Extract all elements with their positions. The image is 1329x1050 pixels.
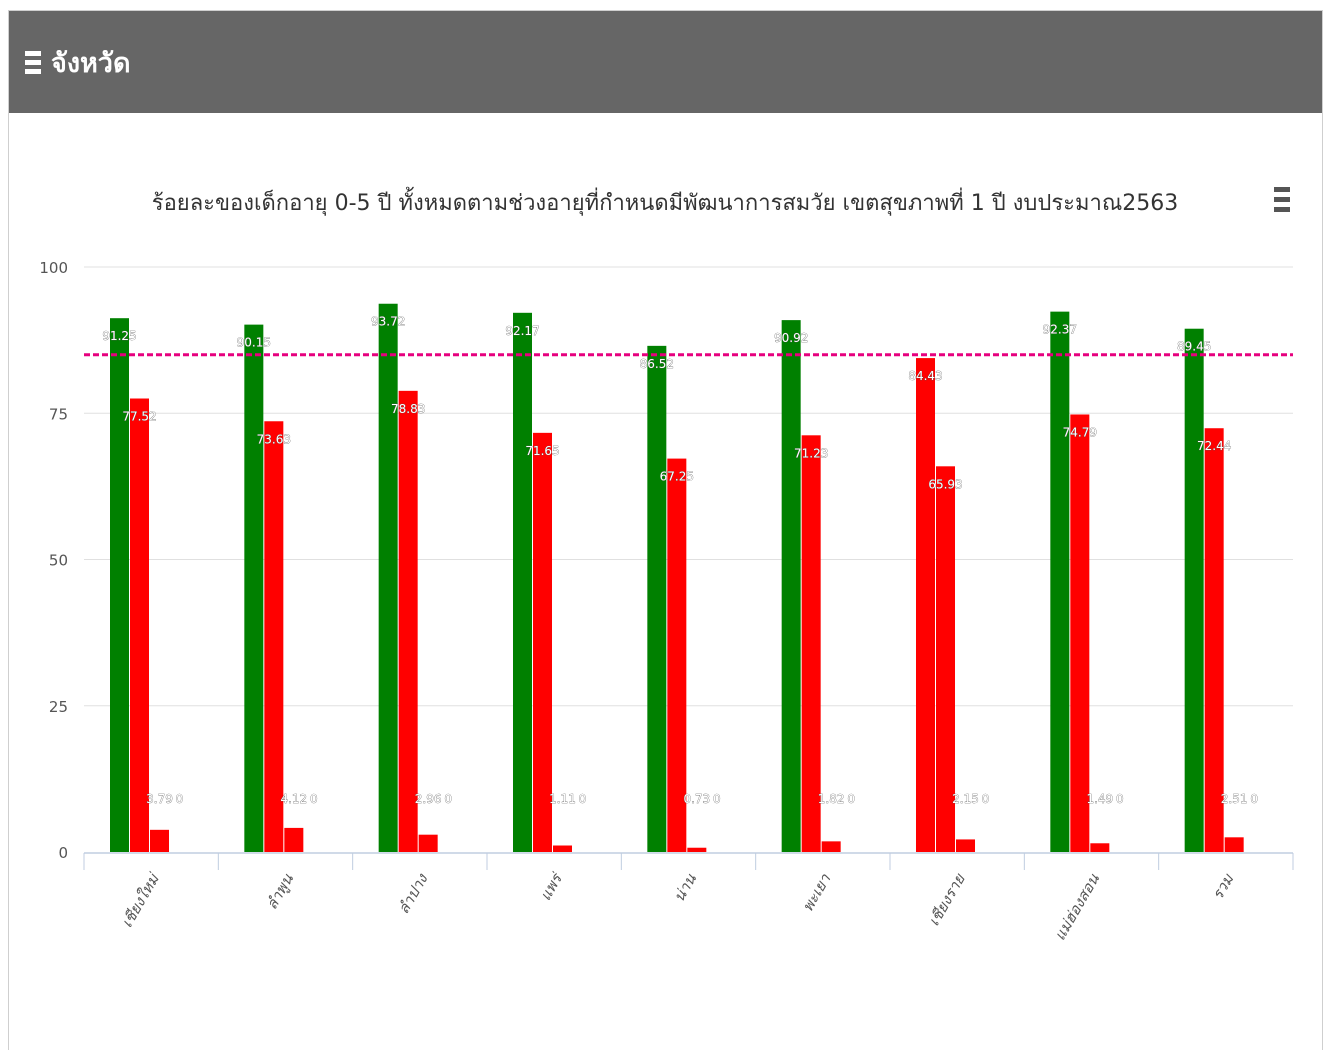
data-label: 0	[176, 792, 184, 806]
data-label: 92.17	[505, 324, 539, 338]
data-label: 0	[444, 792, 452, 806]
bar[interactable]	[667, 458, 687, 852]
data-label: 2.51	[1221, 792, 1248, 806]
x-tick-label: พะเยา	[799, 871, 835, 915]
x-tick-label: รวม	[1209, 870, 1238, 903]
bar[interactable]	[150, 829, 169, 852]
data-label: 84.43	[908, 369, 942, 383]
chart-menu-icon[interactable]	[1274, 187, 1290, 212]
bar[interactable]	[398, 390, 418, 852]
bar[interactable]	[647, 345, 667, 852]
grid-lines	[84, 266, 1293, 707]
data-label: 91.25	[102, 329, 136, 343]
data-label: 77.52	[122, 410, 156, 424]
data-label: 0	[713, 792, 721, 806]
bar[interactable]	[378, 303, 398, 852]
data-label: 0	[847, 792, 855, 806]
bar[interactable]	[956, 839, 975, 852]
bar[interactable]	[244, 324, 264, 852]
data-label: 90.15	[237, 336, 271, 350]
province-panel: จังหวัด	[8, 10, 1323, 1050]
bar[interactable]	[801, 435, 821, 852]
data-label: 0	[310, 792, 318, 806]
data-label: 86.52	[640, 357, 674, 371]
data-label: 3.79	[146, 792, 173, 806]
data-label: 78.83	[391, 402, 425, 416]
data-label: 67.25	[660, 470, 694, 484]
bar[interactable]	[916, 358, 935, 852]
bar[interactable]	[936, 466, 955, 852]
y-tick-label: 25	[49, 698, 68, 716]
data-label: 4.12	[280, 792, 307, 806]
x-tick-label: ลำปาง	[394, 870, 432, 918]
hamburger-icon[interactable]	[25, 49, 41, 75]
x-tick-label: ลำพูน	[262, 870, 297, 912]
bar[interactable]	[533, 432, 552, 852]
data-label: 65.93	[928, 477, 962, 491]
data-label: 0	[1250, 792, 1258, 806]
panel-title: จังหวัด	[51, 47, 131, 79]
data-label: 90.92	[774, 331, 808, 345]
bar[interactable]	[781, 320, 801, 852]
bar[interactable]	[1224, 837, 1244, 852]
bar[interactable]	[1184, 328, 1204, 852]
data-label: 0	[1116, 792, 1124, 806]
data-label: 72.44	[1197, 439, 1231, 453]
bar[interactable]	[687, 847, 707, 852]
bar[interactable]	[821, 841, 841, 852]
y-tick-label: 0	[58, 844, 68, 862]
y-tick-label: 50	[49, 552, 68, 570]
data-label: 0	[579, 792, 587, 806]
data-label: 1.82	[818, 792, 845, 806]
bar[interactable]	[284, 827, 304, 852]
chart-title: ร้อยละของเด็กอายุ 0-5 ปี ทั้งหมดตามช่วงอ…	[152, 187, 1178, 216]
data-label: 89.45	[1177, 340, 1211, 354]
data-label: 93.72	[371, 315, 405, 329]
x-tick-label: แม่ฮ่องสอน	[1051, 870, 1104, 943]
data-label: 1.11	[549, 792, 576, 806]
y-axis-ticks: 0 25 50 75 100	[39, 259, 68, 862]
bar[interactable]	[1050, 311, 1070, 852]
data-label: 0.73	[683, 792, 710, 806]
bar[interactable]	[1070, 414, 1090, 852]
data-label: 73.63	[257, 432, 291, 446]
y-tick-label: 100	[39, 259, 68, 277]
data-label: 2.15	[952, 792, 979, 806]
data-label: 74.79	[1063, 425, 1097, 439]
bar[interactable]	[513, 312, 532, 852]
data-label: 92.37	[1043, 323, 1077, 337]
x-tick-label: น่าน	[670, 870, 700, 905]
x-tick-label: แพร่	[536, 869, 566, 904]
x-axis: เชียงใหม่ ลำพูน ลำปาง แพร่ น่าน พะเยา เชียงราย…	[83, 852, 1294, 944]
bar[interactable]	[553, 845, 572, 852]
x-tick-label: เชียงใหม่	[118, 869, 164, 930]
bars	[110, 303, 1244, 852]
panel-header: จังหวัด	[9, 11, 1322, 113]
y-tick-label: 75	[49, 405, 68, 423]
data-label: 2.96	[415, 792, 442, 806]
data-label: 0	[982, 792, 990, 806]
bar[interactable]	[1090, 843, 1110, 852]
bar[interactable]	[130, 398, 149, 852]
bar[interactable]	[264, 421, 284, 852]
data-label: 71.65	[525, 444, 559, 458]
data-label: 1.49	[1086, 792, 1113, 806]
bar[interactable]	[1204, 428, 1224, 852]
data-label: 71.23	[794, 446, 828, 460]
bar[interactable]	[418, 834, 438, 852]
x-tick-label: เชียงราย	[925, 870, 970, 929]
bar[interactable]	[110, 318, 129, 852]
